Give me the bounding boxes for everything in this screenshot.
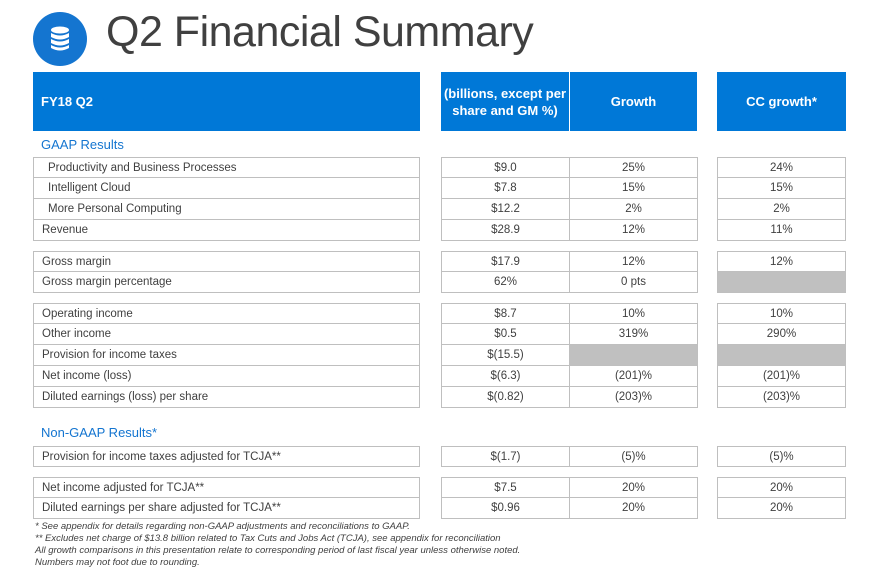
growth-cell: 10% xyxy=(570,303,698,324)
cc-growth-cell: (5)% xyxy=(717,446,846,467)
growth-cell: 20% xyxy=(570,477,698,498)
footnote: All growth comparisons in this presentat… xyxy=(35,545,521,556)
footnotes: * See appendix for details regarding non… xyxy=(35,521,520,569)
row-label: Gross margin percentage xyxy=(33,272,420,293)
growth-cell: (5)% xyxy=(570,446,698,467)
section-gaap-title: GAAP Results xyxy=(41,137,124,152)
table-row: $9.0 25% 24% xyxy=(441,157,846,178)
growth-cell: 0 pts xyxy=(570,272,698,293)
group-adjusted-values: $7.5 20% 20% $0.96 20% 20% xyxy=(441,477,846,519)
value-cell: $7.5 xyxy=(441,477,570,498)
cc-growth-cell-shaded xyxy=(717,272,846,293)
growth-cell: 15% xyxy=(570,178,698,199)
cc-growth-cell: 2% xyxy=(717,199,846,220)
value-cell: $0.5 xyxy=(441,324,570,345)
cc-growth-cell: 12% xyxy=(717,251,846,272)
database-icon xyxy=(33,12,87,66)
table-row: $7.5 20% 20% xyxy=(441,477,846,498)
group-revenue-labels: Productivity and Business Processes Inte… xyxy=(33,157,420,241)
growth-cell: 12% xyxy=(570,220,698,241)
cc-growth-cell: (201)% xyxy=(717,366,846,387)
group-margin-labels: Gross margin Gross margin percentage xyxy=(33,251,420,293)
table-row: $(15.5) xyxy=(441,345,846,366)
table-row: $7.8 15% 15% xyxy=(441,178,846,199)
footnote: * See appendix for details regarding non… xyxy=(35,521,410,532)
row-label: Intelligent Cloud xyxy=(33,178,420,199)
group-provadj-values: $(1.7) (5)% (5)% xyxy=(441,446,846,467)
growth-cell: 319% xyxy=(570,324,698,345)
cc-growth-cell-shaded xyxy=(717,345,846,366)
growth-cell: 2% xyxy=(570,199,698,220)
row-label: Other income xyxy=(33,324,420,345)
row-label: Net income (loss) xyxy=(33,366,420,387)
value-cell: $(1.7) xyxy=(441,446,570,467)
group-revenue-values: $9.0 25% 24% $7.8 15% 15% $12.2 2% 2% $2… xyxy=(441,157,846,241)
cc-growth-cell: 10% xyxy=(717,303,846,324)
table-row: $17.9 12% 12% xyxy=(441,251,846,272)
group-income-labels: Operating income Other income Provision … xyxy=(33,303,420,408)
header-growth: Growth xyxy=(570,72,697,131)
row-label: Operating income xyxy=(33,303,420,324)
row-label: Net income adjusted for TCJA** xyxy=(33,477,420,498)
growth-cell: (201)% xyxy=(570,366,698,387)
table-row: $(1.7) (5)% (5)% xyxy=(441,446,846,467)
row-label: Provision for income taxes xyxy=(33,345,420,366)
row-label: Diluted earnings per share adjusted for … xyxy=(33,498,420,519)
row-label: Revenue xyxy=(33,220,420,241)
table-row: $(6.3) (201)% (201)% xyxy=(441,366,846,387)
group-margin-values: $17.9 12% 12% 62% 0 pts xyxy=(441,251,846,293)
cc-growth-cell: 11% xyxy=(717,220,846,241)
header-label: FY18 Q2 xyxy=(33,72,420,131)
row-label: Gross margin xyxy=(33,251,420,272)
cc-growth-cell: 290% xyxy=(717,324,846,345)
cc-growth-cell: 15% xyxy=(717,178,846,199)
header-cc-growth: CC growth* xyxy=(717,72,846,131)
value-cell: $7.8 xyxy=(441,178,570,199)
value-cell: $12.2 xyxy=(441,199,570,220)
growth-cell: 25% xyxy=(570,157,698,178)
group-income-values: $8.7 10% 10% $0.5 319% 290% $(15.5) $(6.… xyxy=(441,303,846,408)
growth-cell-shaded xyxy=(570,345,698,366)
cc-growth-cell: 20% xyxy=(717,477,846,498)
growth-cell: 20% xyxy=(570,498,698,519)
table-row: $0.96 20% 20% xyxy=(441,498,846,519)
footnote: ** Excludes net charge of $13.8 billion … xyxy=(35,533,501,544)
table-row: $28.9 12% 11% xyxy=(441,220,846,241)
row-label: More Personal Computing xyxy=(33,199,420,220)
growth-cell: 12% xyxy=(570,251,698,272)
row-label: Diluted earnings (loss) per share xyxy=(33,387,420,408)
value-cell: 62% xyxy=(441,272,570,293)
footnote: Numbers may not foot due to rounding. xyxy=(35,557,200,568)
row-label: Productivity and Business Processes xyxy=(33,157,420,178)
header-billions: (billions, except per share and GM %) xyxy=(441,72,569,131)
growth-cell: (203)% xyxy=(570,387,698,408)
value-cell: $9.0 xyxy=(441,157,570,178)
value-cell: $8.7 xyxy=(441,303,570,324)
table-row: $0.5 319% 290% xyxy=(441,324,846,345)
table-row: $(0.82) (203)% (203)% xyxy=(441,387,846,408)
value-cell: $(6.3) xyxy=(441,366,570,387)
table-row: $12.2 2% 2% xyxy=(441,199,846,220)
page-title: Q2 Financial Summary xyxy=(106,8,534,56)
row-label: Provision for income taxes adjusted for … xyxy=(33,446,420,467)
table-row: 62% 0 pts xyxy=(441,272,846,293)
section-nongaap-title: Non-GAAP Results* xyxy=(41,425,158,440)
value-cell: $28.9 xyxy=(441,220,570,241)
group-adjusted-labels: Net income adjusted for TCJA** Diluted e… xyxy=(33,477,420,519)
table-row: $8.7 10% 10% xyxy=(441,303,846,324)
cc-growth-cell: 24% xyxy=(717,157,846,178)
cc-growth-cell: (203)% xyxy=(717,387,846,408)
group-provadj-labels: Provision for income taxes adjusted for … xyxy=(33,446,420,467)
value-cell: $(15.5) xyxy=(441,345,570,366)
value-cell: $0.96 xyxy=(441,498,570,519)
value-cell: $(0.82) xyxy=(441,387,570,408)
cc-growth-cell: 20% xyxy=(717,498,846,519)
value-cell: $17.9 xyxy=(441,251,570,272)
